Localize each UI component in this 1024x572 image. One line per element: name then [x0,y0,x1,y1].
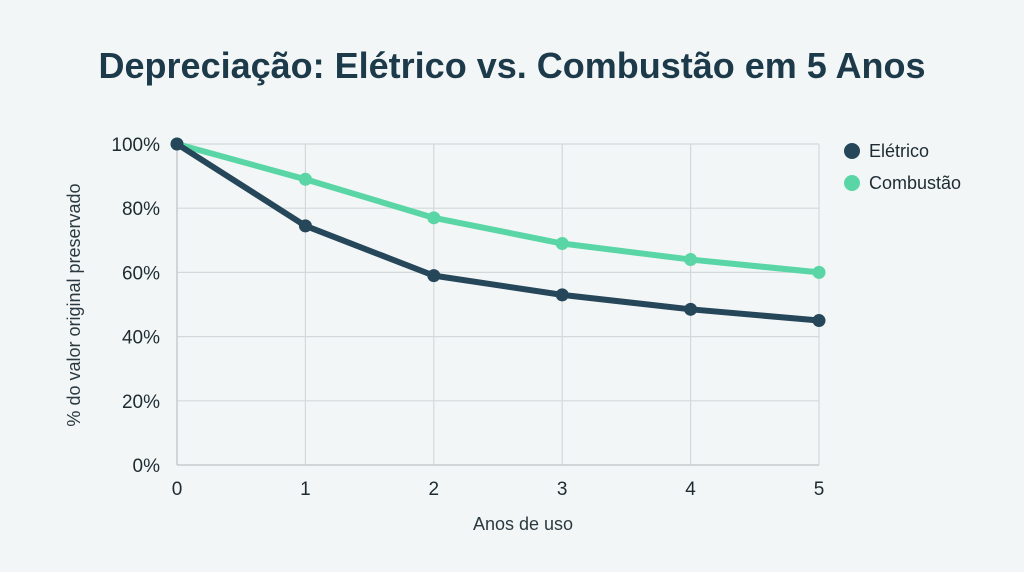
y-tick-label: 60% [122,263,160,284]
series-line-combustao [174,141,822,276]
legend-item-eletrico: Elétrico [844,141,929,161]
y-tick-label: 0% [133,456,161,477]
data-point-eletrico [812,314,826,328]
axes [176,144,819,466]
legend: Elétrico Combustão [844,141,961,193]
data-point-combustao [555,237,569,251]
data-point-combustao [812,265,826,279]
x-axis-label: Anos de uso [473,514,573,534]
x-tick-labels: 0 1 2 3 4 5 [172,479,825,500]
x-tick-label: 0 [172,479,183,500]
x-tick-label: 5 [814,479,825,500]
y-tick-label: 80% [122,199,160,220]
series-lines [170,137,826,328]
x-tick-label: 3 [557,479,568,500]
legend-item-combustao: Combustão [844,173,961,193]
legend-marker [844,143,860,159]
data-point-eletrico [298,219,312,233]
legend-label: Combustão [869,173,961,193]
y-tick-label: 40% [122,328,160,349]
data-point-eletrico [555,288,569,302]
x-tick-label: 1 [300,479,311,500]
data-point-eletrico [427,269,441,283]
y-tick-label: 20% [122,392,160,413]
y-tick-labels: 0% 20% 40% 60% 80% 100% [111,135,160,477]
data-point-eletrico [170,137,184,151]
y-tick-label: 100% [111,135,160,156]
legend-marker [844,175,860,191]
chart-title: Depreciação: Elétrico vs. Combustão em 5… [99,45,926,86]
data-point-combustao [684,253,698,267]
data-point-eletrico [684,302,698,316]
x-tick-label: 2 [429,479,440,500]
data-point-combustao [427,211,441,225]
data-point-combustao [298,172,312,186]
y-axis-label: % do valor original preservado [64,183,84,426]
series-line-eletrico [174,141,822,324]
legend-label: Elétrico [869,141,929,161]
x-tick-label: 4 [685,479,696,500]
series-eletrico [170,137,826,328]
grid [177,143,820,465]
